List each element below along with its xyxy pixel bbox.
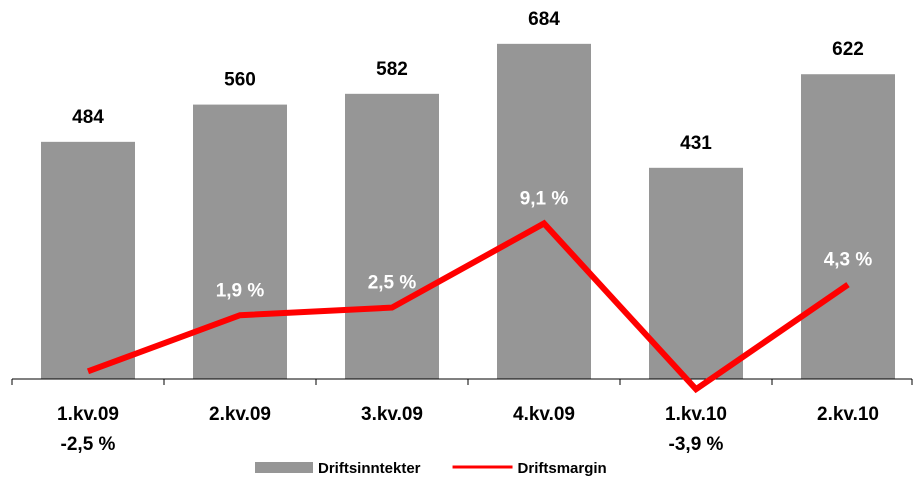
bar-value-label: 484 [72, 107, 104, 128]
bar-value-label: 582 [376, 59, 408, 80]
legend-label: Driftsmargin [518, 460, 607, 477]
bar [649, 167, 743, 379]
line-value-label: 1,9 % [216, 280, 265, 301]
x-tick-label: 3.kv.09 [361, 404, 423, 425]
x-tick-label: 2.kv.10 [817, 404, 879, 425]
bar [345, 93, 439, 379]
bar-value-label: 622 [832, 39, 864, 60]
bar [801, 74, 895, 379]
bar [497, 43, 591, 380]
bar-value-label: 431 [680, 133, 712, 154]
legend-swatch [255, 462, 313, 473]
x-tick-label: 1.kv.09 [57, 404, 119, 425]
bar [41, 141, 135, 379]
bar-value-label: 560 [224, 70, 256, 91]
bar-value-label: 684 [528, 9, 560, 30]
x-tick-label: 2.kv.09 [209, 404, 271, 425]
bar [193, 104, 287, 379]
line-value-label: -2,5 % [61, 434, 116, 455]
x-tick-label: 4.kv.09 [513, 404, 575, 425]
line-value-label: 9,1 % [520, 188, 569, 209]
x-tick-label: 1.kv.10 [665, 404, 727, 425]
line [86, 219, 850, 394]
line-value-label: 2,5 % [368, 273, 417, 294]
line-value-label: 4,3 % [824, 250, 873, 271]
line-value-label: -3,9 % [669, 434, 724, 455]
legend-label: Driftsinntekter [318, 460, 421, 477]
